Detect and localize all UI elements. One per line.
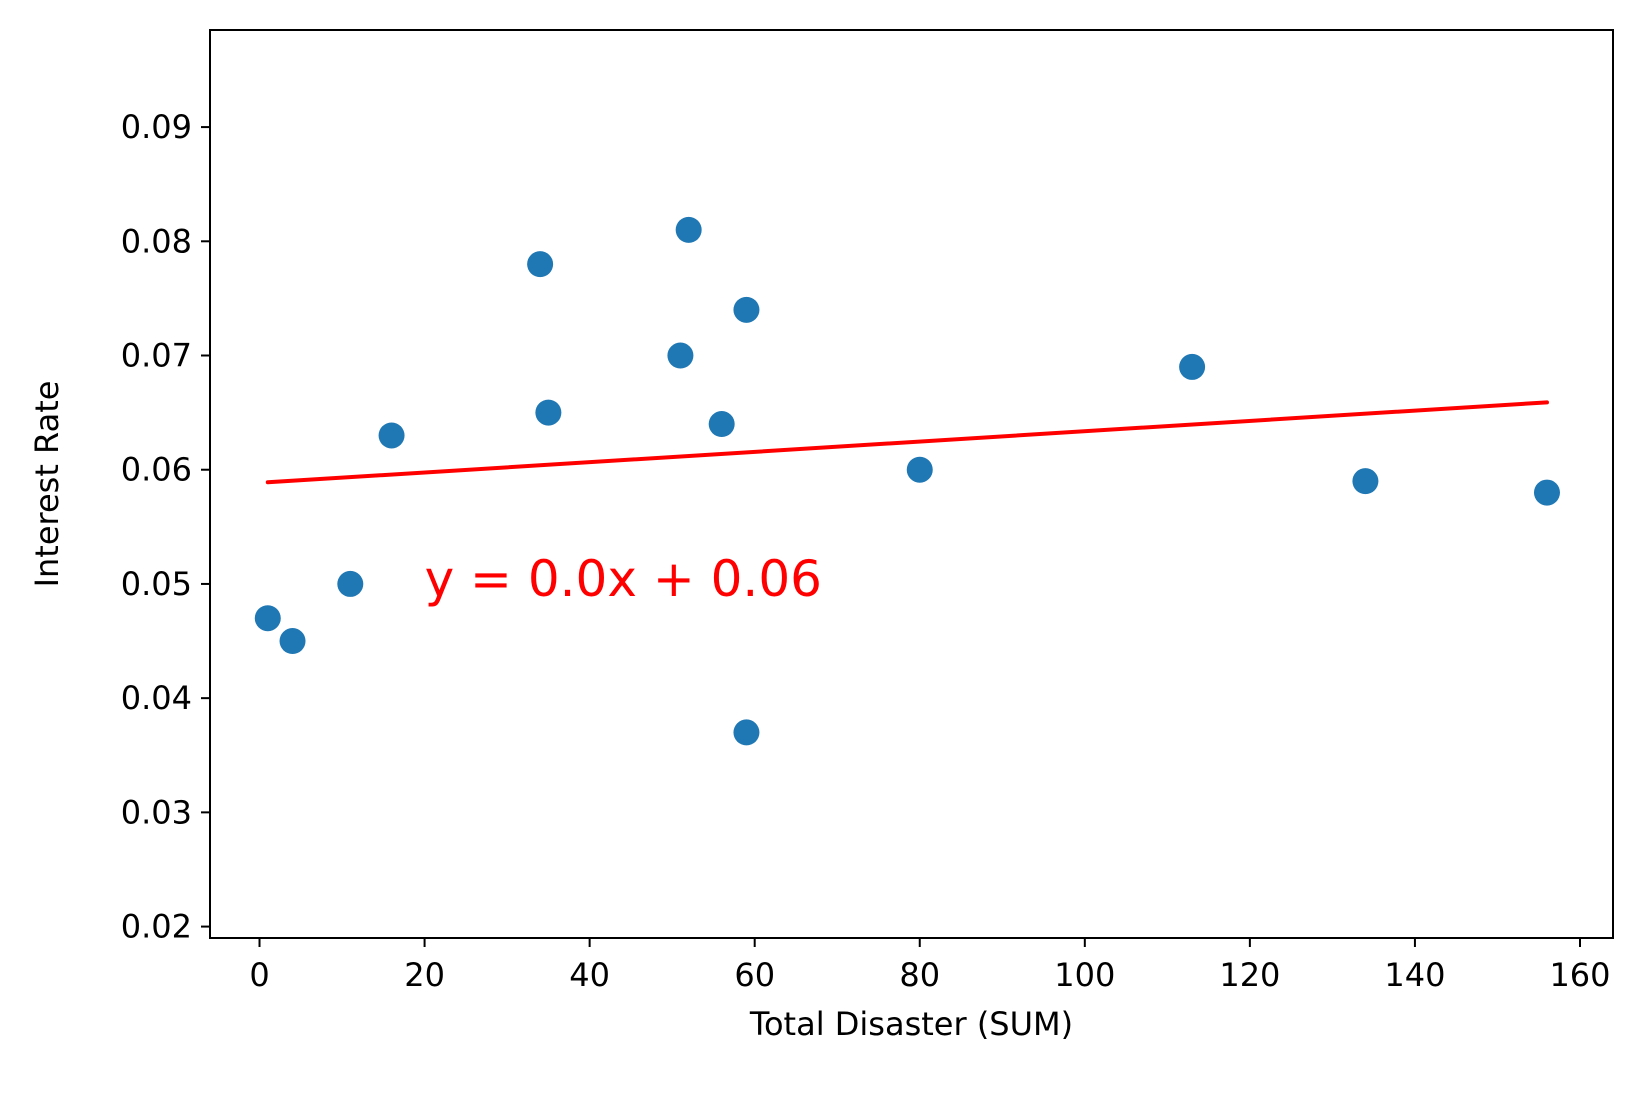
x-axis-ticks: 0 20 40 60 80 100 120 140 160 — [249, 938, 1611, 994]
x-tick-label: 120 — [1219, 956, 1280, 994]
scatter-point — [906, 456, 933, 483]
y-tick-label: 0.08 — [121, 222, 192, 260]
scatter-point — [733, 719, 760, 746]
x-tick-label: 20 — [404, 956, 445, 994]
scatter-point — [337, 570, 364, 597]
trendline — [265, 400, 1549, 485]
x-tick-label: 160 — [1549, 956, 1610, 994]
y-tick-label: 0.04 — [121, 679, 192, 717]
y-axis-label: Interest Rate — [28, 381, 66, 588]
regression-equation-label: y = 0.0x + 0.06 — [425, 550, 822, 608]
scatter-point — [527, 251, 554, 278]
scatter-point — [733, 296, 760, 323]
x-tick-label: 60 — [734, 956, 775, 994]
plot-frame — [209, 29, 1614, 939]
y-tick-label: 0.09 — [121, 108, 192, 146]
y-axis-ticks: 0.02 0.03 0.04 0.05 0.06 0.07 0.08 0.09 — [121, 108, 210, 946]
x-axis-label: Total Disaster (SUM) — [749, 1005, 1073, 1043]
y-tick-label: 0.03 — [121, 793, 192, 831]
scatter-point — [708, 411, 735, 438]
scatter-point — [1533, 479, 1560, 506]
scatter-point — [1179, 353, 1206, 380]
scatter-point — [279, 628, 306, 655]
scatter-point — [675, 216, 702, 243]
scatter-point — [378, 422, 405, 449]
y-tick-label: 0.06 — [121, 451, 192, 489]
trendline-layer — [265, 400, 1549, 485]
scatter-point — [1352, 468, 1379, 495]
y-tick-label: 0.02 — [121, 908, 192, 946]
y-tick-label: 0.07 — [121, 337, 192, 375]
x-tick-label: 140 — [1384, 956, 1445, 994]
x-tick-label: 0 — [249, 956, 269, 994]
x-tick-label: 80 — [899, 956, 940, 994]
x-tick-label: 40 — [569, 956, 610, 994]
scatter-point — [667, 342, 694, 369]
scatter-point — [254, 605, 281, 632]
points-layer — [254, 216, 1560, 746]
x-tick-label: 100 — [1054, 956, 1115, 994]
scatter-point — [535, 399, 562, 426]
y-tick-label: 0.05 — [121, 565, 192, 603]
